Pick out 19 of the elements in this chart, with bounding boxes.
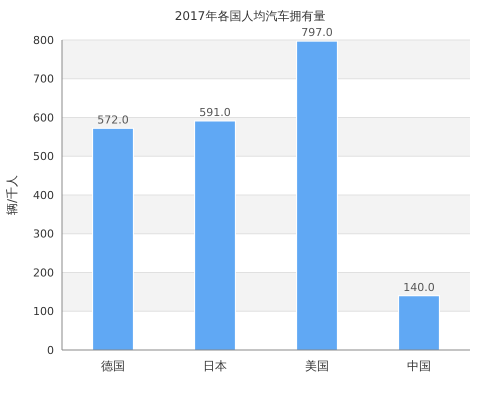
x-tick-label: 德国 <box>101 359 125 373</box>
y-tick-label: 100 <box>33 305 54 318</box>
y-tick-label: 600 <box>33 111 54 124</box>
y-tick-label: 800 <box>33 34 54 47</box>
data-label: 591.0 <box>199 106 231 119</box>
y-tick-label: 200 <box>33 266 54 280</box>
y-axis-title: 辆/千人 <box>5 174 19 216</box>
data-label: 140.0 <box>403 280 435 294</box>
y-tick-label: 300 <box>33 228 54 241</box>
x-tick-label: 日本 <box>203 359 227 373</box>
data-label: 797.0 <box>301 26 333 40</box>
y-tick-label: 0 <box>47 344 54 357</box>
x-tick-label: 美国 <box>305 359 329 373</box>
y-tick-label: 500 <box>33 150 54 164</box>
data-label: 572.0 <box>97 113 129 126</box>
x-tick-label: 中国 <box>407 359 431 373</box>
chart-title: 2017年各国人均汽车拥有量 <box>174 9 326 23</box>
y-tick-label: 700 <box>33 72 54 86</box>
y-tick-label: 400 <box>33 188 54 202</box>
